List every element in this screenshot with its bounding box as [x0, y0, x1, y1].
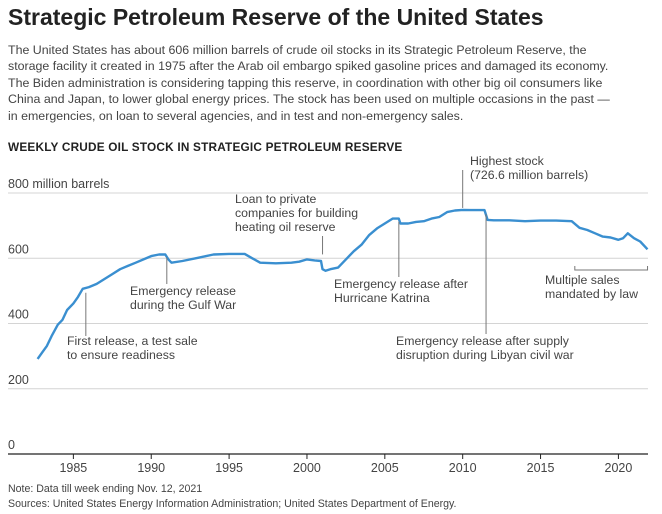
- x-tick-label: 1995: [215, 461, 243, 475]
- annotations: Highest stock(726.6 million barrels) Loan…: [67, 154, 649, 362]
- annotation-text: Hurricane Katrina: [334, 291, 430, 305]
- x-tick-label: 2020: [605, 461, 633, 475]
- chart-title: WEEKLY CRUDE OIL STOCK IN STRATEGIC PETR…: [8, 140, 403, 154]
- series-line: [36, 208, 649, 360]
- series-layer: [36, 208, 649, 360]
- annotation-text: Highest stock: [470, 154, 545, 168]
- annotation-text: heating oil reserve: [235, 220, 336, 234]
- footnote-sources: Sources: United States Energy Informatio…: [8, 498, 457, 510]
- y-tick-label: 200: [8, 373, 29, 387]
- annotation-text: Emergency release after: [334, 277, 468, 291]
- intro-line: The United States has about 606 million …: [8, 43, 587, 57]
- intro-line: The Biden administration is considering …: [8, 75, 603, 90]
- grid-lines: [8, 192, 648, 390]
- x-tick-label: 2010: [449, 461, 477, 475]
- annotation-text: First release, a test sale: [67, 334, 198, 348]
- annotation-text: Loan to private: [235, 192, 317, 206]
- footnote-note: Note: Data till week ending Nov. 12, 202…: [8, 483, 203, 495]
- y-tick-label: 600: [8, 242, 29, 256]
- y-tick-label: 400: [8, 308, 29, 322]
- y-axis-labels: 0 200 400 600 800 million barrels: [8, 177, 109, 452]
- y-tick-label: 0: [8, 438, 15, 452]
- annotation-text: Emergency release after supply: [396, 334, 570, 348]
- x-tick-label: 2005: [371, 461, 399, 475]
- intro-line: in emergencies, on loan to several agenc…: [8, 108, 464, 123]
- annotation-text: Multiple sales: [545, 273, 620, 287]
- y-tick-label: 800 million barrels: [8, 177, 109, 191]
- annotation-text: mandated by law: [545, 287, 638, 301]
- intro-line: China and Japan, to lower global energy …: [8, 92, 610, 107]
- x-tick-label: 2015: [527, 461, 555, 475]
- annotation-text: during the Gulf War: [130, 298, 236, 312]
- x-tick-label: 1990: [137, 461, 165, 475]
- x-axis: 1985 1990 1995 2000 2005 2010 2015 2020: [8, 453, 648, 475]
- page-title: Strategic Petroleum Reserve of the Unite…: [8, 4, 544, 30]
- x-tick-label: 1985: [59, 461, 87, 475]
- intro-paragraph: The United States has about 606 million …: [8, 42, 648, 124]
- annotation-text: Emergency release: [130, 284, 236, 298]
- x-tick-label: 2000: [293, 461, 321, 475]
- annotation-bracket: [574, 266, 649, 271]
- annotation-text: companies for building: [235, 206, 358, 220]
- annotation-text: disruption during Libyan civil war: [396, 348, 574, 362]
- intro-line: storage facility it created in 1975 afte…: [8, 59, 609, 74]
- annotation-text: to ensure readiness: [67, 348, 175, 362]
- annotation-text: (726.6 million barrels): [470, 168, 588, 182]
